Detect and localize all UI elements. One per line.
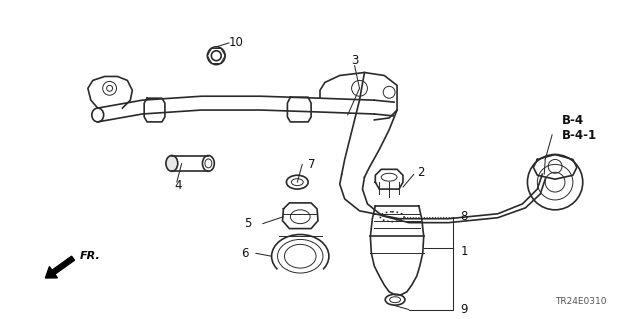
FancyArrow shape: [45, 256, 74, 278]
Text: 6: 6: [241, 247, 248, 260]
Text: B-4
B-4-1: B-4 B-4-1: [562, 114, 597, 142]
Text: 1: 1: [460, 245, 468, 258]
Text: 8: 8: [460, 210, 468, 223]
Text: 4: 4: [175, 179, 182, 192]
Text: 9: 9: [460, 303, 468, 316]
Text: 3: 3: [351, 54, 359, 67]
Text: FR.: FR.: [80, 251, 100, 261]
Text: 10: 10: [229, 36, 244, 49]
Text: 5: 5: [244, 217, 252, 230]
Text: TR24E0310: TR24E0310: [555, 297, 607, 306]
Text: 7: 7: [308, 158, 316, 171]
Text: 2: 2: [417, 166, 424, 179]
Ellipse shape: [166, 155, 178, 171]
